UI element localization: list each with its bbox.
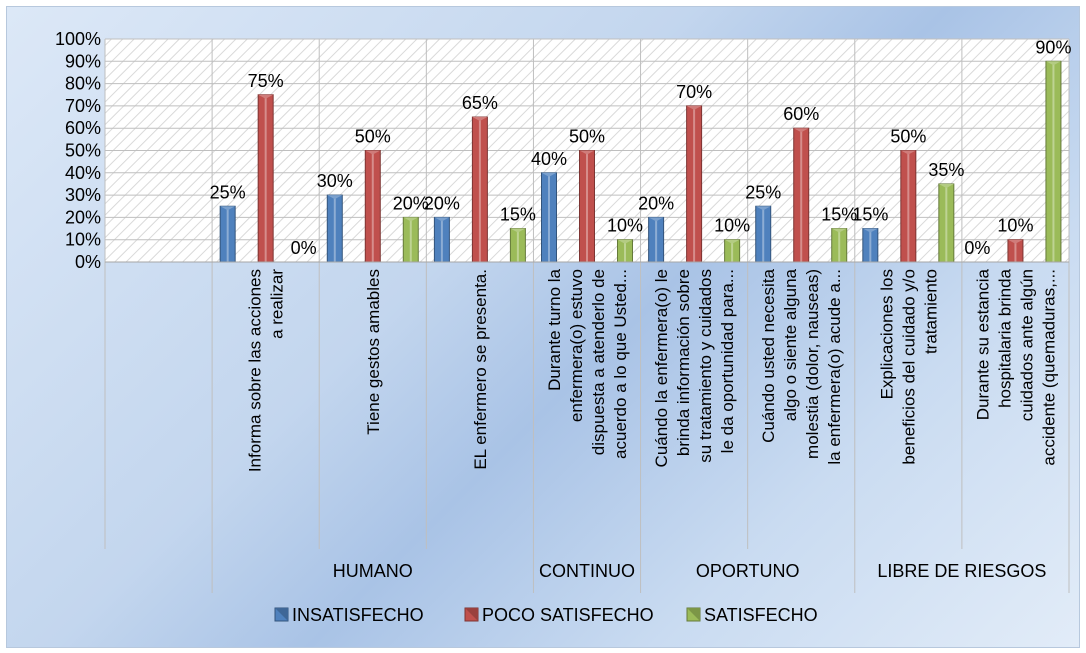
category-label: le da oportunidad para... [718,269,737,453]
data-label: 10% [714,216,750,236]
bar-bevel [793,128,809,133]
category-label: brinda información sobre [674,269,693,456]
category-label: tratamiento [921,269,940,354]
bar-bevel [938,183,954,188]
y-tick-label: 50% [65,141,101,161]
legend-swatch-shade [275,608,288,621]
data-label: 0% [964,238,990,258]
category-label: Informa sobre las acciones [246,269,265,472]
y-tick-label: 80% [65,74,101,94]
category-label: Durante turno la [545,268,564,390]
category-label: accidente (quemaduras,... [1039,269,1058,466]
bar-bevel [541,172,557,177]
bar-bevel [1045,61,1061,66]
y-tick-label: 10% [65,230,101,250]
y-tick-label: 60% [65,118,101,138]
bar-bevel [403,217,419,222]
legend-label: SATISFECHO [704,605,818,625]
data-label: 75% [248,71,284,91]
category-label: Durante su estancia [973,268,992,420]
category-label: la enfermera(o) acude a... [825,269,844,465]
bar-bevel [1007,239,1023,244]
category-label: molestia (dolor, nauseas) [803,269,822,459]
data-label: 15% [852,205,888,225]
legend-swatch-shade [687,608,700,621]
y-tick-label: 40% [65,163,101,183]
bar-bevel [220,206,236,211]
data-label: 90% [1035,37,1071,57]
data-label: 25% [745,182,781,202]
data-label: 20% [638,193,674,213]
data-label: 65% [462,93,498,113]
bar-bevel [258,94,274,99]
bar-bevel [579,150,595,155]
data-label: 25% [210,182,246,202]
bar-bevel [327,195,343,200]
data-label: 15% [821,205,857,225]
group-label: CONTINUO [539,561,635,581]
bar-bevel [365,150,381,155]
bar-bevel [755,206,771,211]
group-label: OPORTUNO [696,561,800,581]
data-label: 0% [291,238,317,258]
bar-bevel [617,239,633,244]
legend-label: INSATISFECHO [292,605,424,625]
category-label: su tratamiento y cuidados [696,269,715,463]
group-label: HUMANO [333,561,413,581]
category-label: beneficios del cuidado y/o [899,269,918,465]
chart-frame: 0% 10% 20% 30% 40% 50% 60% 70% 80% 90% 100% 25% 30%… [6,6,1080,648]
data-label: 50% [890,127,926,147]
bar-bevel [724,239,740,244]
category-label: cuidados ante algún [1017,269,1036,421]
data-label: 20% [393,193,429,213]
data-labels: 25% 30% 20% 40% 20% 25% 15% 0% 75% 50% 65% 50% 70% 60… [210,37,1072,258]
bar-chart: 0%10%20%30%40%50%60%70%80%90%100% 25%30%… [55,29,1072,625]
category-label: acuerdo a lo que Usted... [611,269,630,459]
category-label: hospitalaria brinda [995,268,1014,407]
category-label: Cuándo usted necesita [759,268,778,442]
bar-bevel [472,117,488,122]
group-label: LIBRE DE RIESGOS [877,561,1046,581]
bar-bevel [900,150,916,155]
bar-bevel [686,105,702,110]
bar-bevel [831,228,847,233]
data-label: 10% [607,216,643,236]
bar-bevel [510,228,526,233]
data-label: 60% [783,104,819,124]
x-axis: Informa sobre las acciones a realizar Tien… [104,261,1070,593]
data-label: 40% [531,149,567,169]
y-axis: 0%10% 20%30%40%50% 60%70%80% 90%100% [55,29,101,272]
y-tick-label: 0% [75,252,101,272]
category-label: Tiene gestos amables [364,269,383,435]
data-label: 30% [317,171,353,191]
data-label: 15% [500,205,536,225]
data-label: 50% [355,127,391,147]
data-label: 50% [569,127,605,147]
data-label: 70% [676,82,712,102]
bars [219,60,1062,263]
bar-bevel [862,228,878,233]
bar-bevel [648,217,664,222]
data-label: 20% [424,193,460,213]
y-tick-label: 30% [65,185,101,205]
legend-label: POCO SATISFECHO [482,605,654,625]
category-label: EL enfermero se presenta. [471,269,490,470]
bar-bevel [434,217,450,222]
y-tick-label: 20% [65,207,101,227]
category-label: Explicaciones los [877,269,896,399]
legend: INSATISFECHO POCO SATISFECHO SATISFECHO [274,605,818,625]
category-label: algo o siente alguna [781,268,800,421]
data-label: 35% [928,160,964,180]
category-label: Cuándo la enfermera(o) le [652,269,671,467]
y-tick-label: 100% [55,29,101,49]
y-tick-label: 70% [65,96,101,116]
data-label: 10% [997,216,1033,236]
category-label: enfermera(o) estuvo [567,269,586,422]
category-label: a realizar [268,269,287,339]
y-tick-label: 90% [65,51,101,71]
legend-swatch-shade [465,608,478,621]
category-label: dispuesta a atenderlo de [589,269,608,455]
